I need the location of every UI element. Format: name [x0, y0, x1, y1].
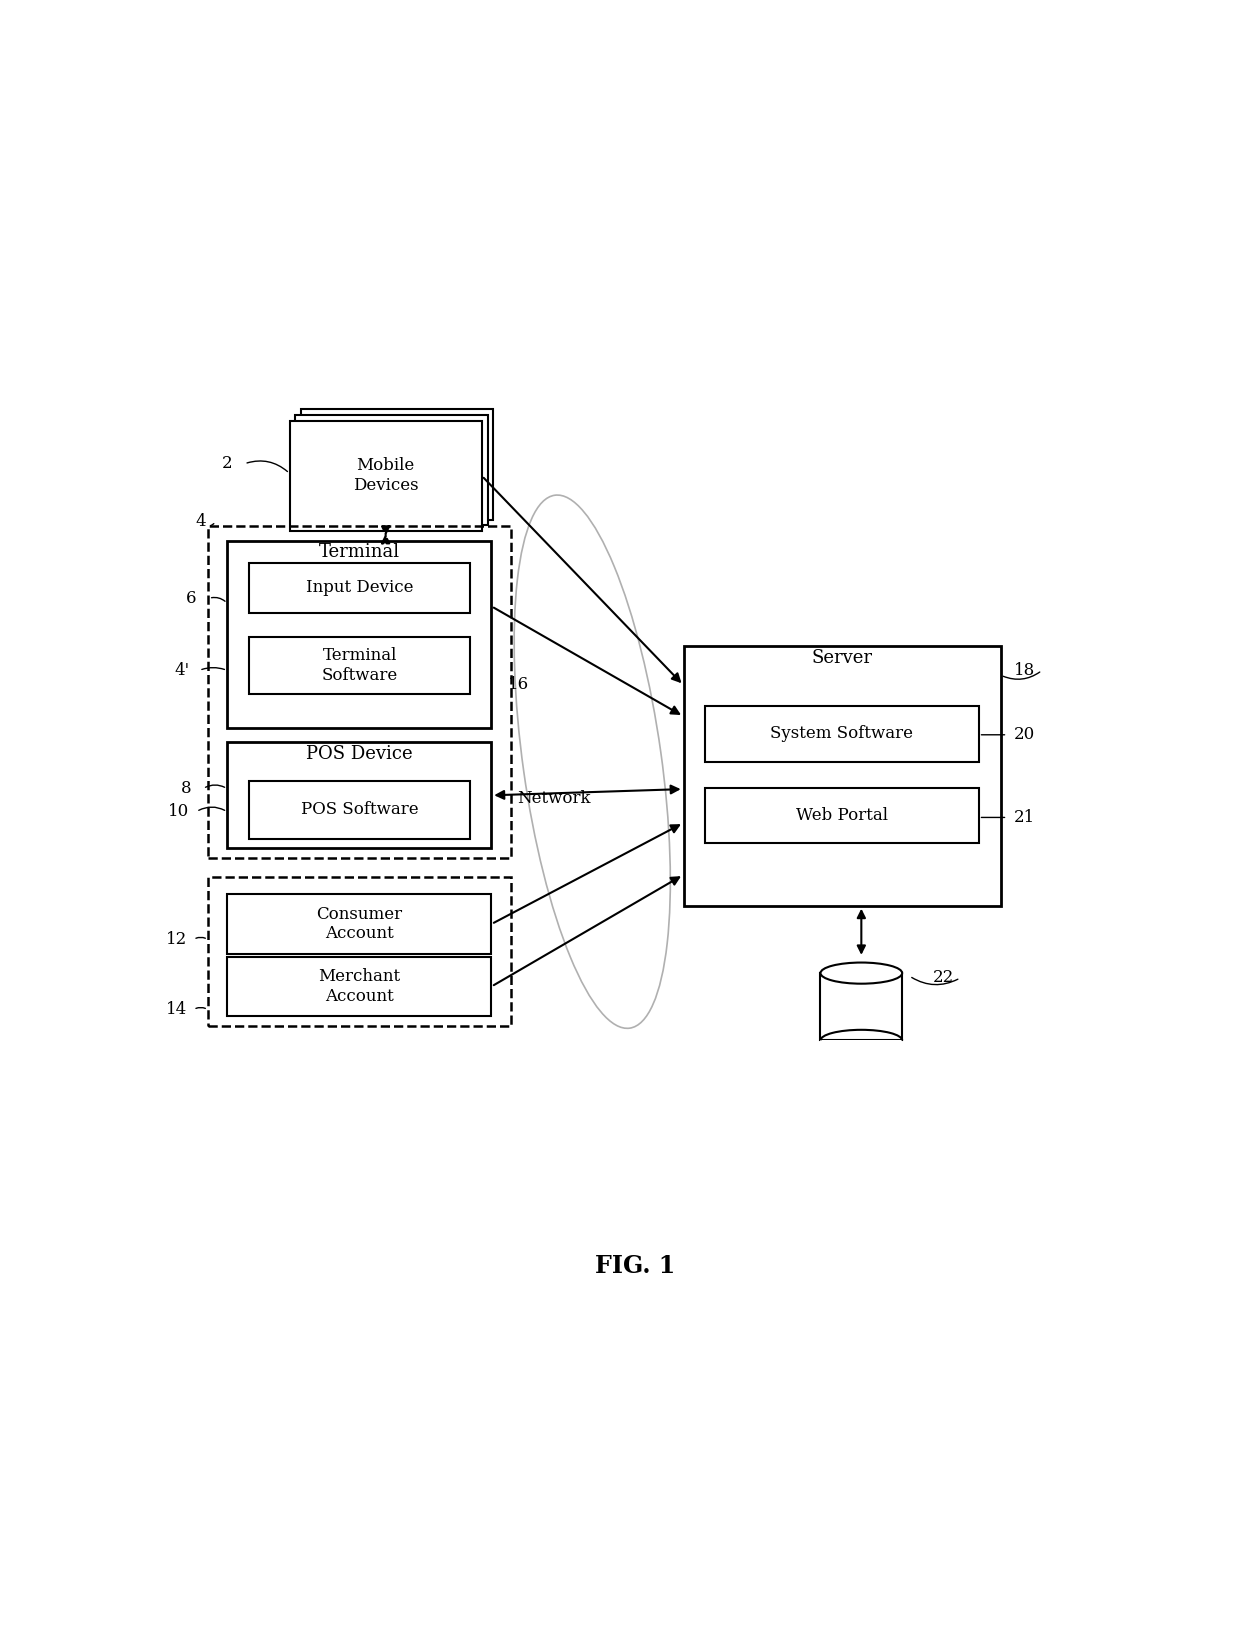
Bar — [227, 540, 491, 728]
Text: POS Software: POS Software — [301, 801, 419, 818]
FancyArrowPatch shape — [211, 524, 213, 526]
Text: 18: 18 — [1014, 663, 1035, 679]
Text: 10: 10 — [169, 803, 190, 821]
Bar — [821, 1040, 903, 1051]
FancyArrowPatch shape — [212, 597, 224, 601]
Text: FIG. 1: FIG. 1 — [595, 1255, 676, 1278]
Bar — [821, 973, 903, 1040]
Bar — [290, 421, 481, 530]
Bar — [301, 410, 494, 519]
Bar — [704, 788, 978, 844]
Bar — [208, 526, 511, 858]
FancyArrowPatch shape — [206, 785, 224, 787]
Text: 21: 21 — [1014, 809, 1035, 826]
Bar — [208, 876, 511, 1027]
Text: Web Portal: Web Portal — [796, 806, 888, 824]
Bar — [227, 743, 491, 849]
Text: 6: 6 — [186, 589, 197, 607]
Text: 14: 14 — [165, 1000, 187, 1018]
Bar — [249, 782, 470, 839]
Text: Terminal
Software: Terminal Software — [321, 648, 398, 684]
Text: Terminal: Terminal — [319, 543, 399, 561]
Text: 12: 12 — [165, 930, 187, 948]
Text: 4: 4 — [196, 512, 206, 530]
Text: 4': 4' — [175, 663, 190, 679]
FancyArrowPatch shape — [247, 460, 288, 472]
Text: Input Device: Input Device — [306, 579, 413, 596]
Text: Network: Network — [517, 790, 590, 806]
Bar — [227, 956, 491, 1017]
Text: Server: Server — [812, 650, 873, 667]
Text: 22: 22 — [932, 969, 954, 986]
FancyArrowPatch shape — [911, 978, 957, 984]
Text: 20: 20 — [1014, 726, 1035, 743]
Text: Merchant
Account: Merchant Account — [319, 968, 401, 1005]
Bar — [249, 636, 470, 695]
Text: 2: 2 — [222, 455, 232, 472]
Text: System Software: System Software — [770, 725, 913, 743]
Bar — [249, 563, 470, 612]
Text: Consumer
Account: Consumer Account — [316, 906, 402, 942]
Text: 16: 16 — [507, 676, 528, 694]
Bar — [683, 646, 1001, 906]
FancyArrowPatch shape — [1003, 672, 1040, 679]
Text: 8: 8 — [181, 780, 191, 796]
Bar — [227, 894, 491, 953]
FancyArrowPatch shape — [202, 667, 224, 669]
FancyArrowPatch shape — [198, 808, 224, 811]
Text: POS Device: POS Device — [306, 744, 413, 764]
Bar — [295, 415, 487, 526]
Bar — [704, 707, 978, 762]
Ellipse shape — [821, 963, 903, 984]
Text: Mobile
Devices: Mobile Devices — [353, 457, 418, 494]
